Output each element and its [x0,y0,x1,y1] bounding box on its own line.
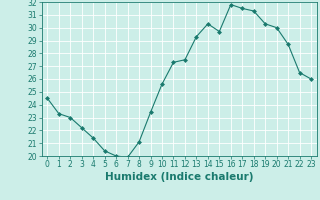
X-axis label: Humidex (Indice chaleur): Humidex (Indice chaleur) [105,172,253,182]
